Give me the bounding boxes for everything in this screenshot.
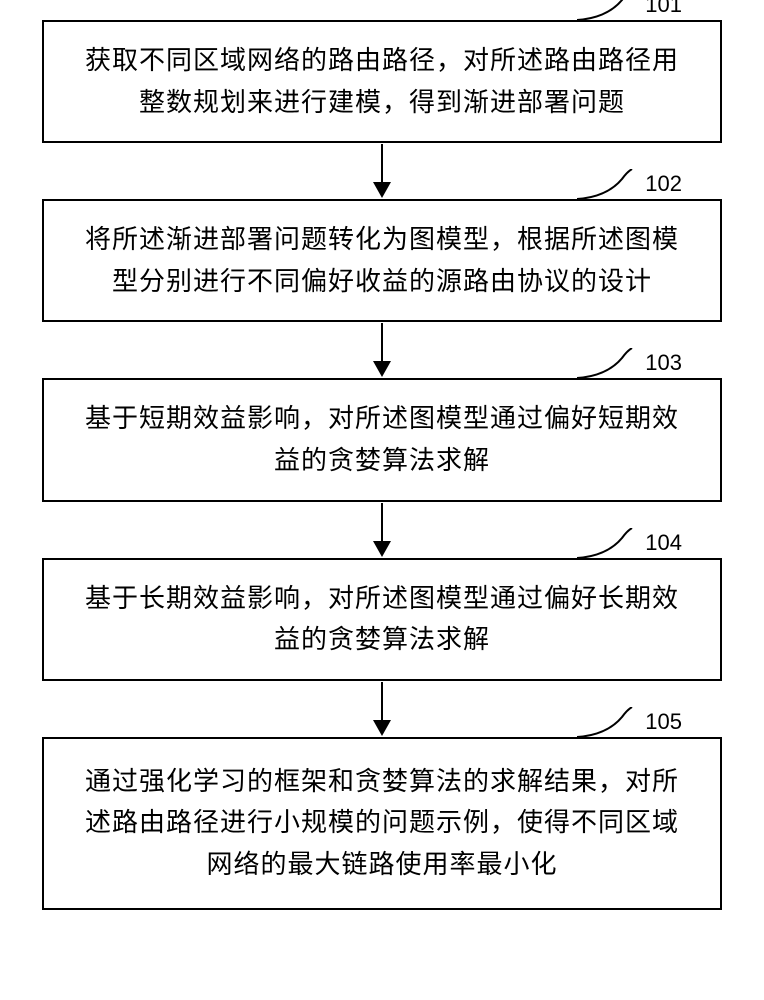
- step-102-connector: [577, 169, 647, 199]
- step-101-wrapper: 101 获取不同区域网络的路由路径，对所述路由路径用整数规划来进行建模，得到渐进…: [42, 20, 722, 143]
- step-105-text: 通过强化学习的框架和贪婪算法的求解结果，对所述路由路径进行小规模的问题示例，使得…: [74, 761, 690, 886]
- step-103-connector: [577, 348, 647, 378]
- step-103-box: 基于短期效益影响，对所述图模型通过偏好短期效益的贪婪算法求解: [42, 378, 722, 501]
- step-102-text: 将所述渐进部署问题转化为图模型，根据所述图模型分别进行不同偏好收益的源路由协议的…: [74, 219, 690, 302]
- step-103-wrapper: 103 基于短期效益影响，对所述图模型通过偏好短期效益的贪婪算法求解: [42, 378, 722, 501]
- arrow-3-4: [373, 502, 391, 558]
- step-104-connector: [577, 528, 647, 558]
- step-101-text: 获取不同区域网络的路由路径，对所述路由路径用整数规划来进行建模，得到渐进部署问题: [74, 40, 690, 123]
- step-105-connector: [577, 707, 647, 737]
- step-102-label: 102: [645, 171, 682, 197]
- step-102-wrapper: 102 将所述渐进部署问题转化为图模型，根据所述图模型分别进行不同偏好收益的源路…: [42, 199, 722, 322]
- step-104-text: 基于长期效益影响，对所述图模型通过偏好长期效益的贪婪算法求解: [74, 578, 690, 661]
- step-101-connector: [577, 0, 647, 20]
- step-103-label: 103: [645, 350, 682, 376]
- step-104-box: 基于长期效益影响，对所述图模型通过偏好长期效益的贪婪算法求解: [42, 558, 722, 681]
- step-101-label: 101: [645, 0, 682, 18]
- step-103-text: 基于短期效益影响，对所述图模型通过偏好短期效益的贪婪算法求解: [74, 398, 690, 481]
- arrow-1-2: [373, 143, 391, 199]
- step-105-label: 105: [645, 709, 682, 735]
- step-102-box: 将所述渐进部署问题转化为图模型，根据所述图模型分别进行不同偏好收益的源路由协议的…: [42, 199, 722, 322]
- step-105-box: 通过强化学习的框架和贪婪算法的求解结果，对所述路由路径进行小规模的问题示例，使得…: [42, 737, 722, 910]
- step-105-wrapper: 105 通过强化学习的框架和贪婪算法的求解结果，对所述路由路径进行小规模的问题示…: [42, 737, 722, 910]
- step-101-box: 获取不同区域网络的路由路径，对所述路由路径用整数规划来进行建模，得到渐进部署问题: [42, 20, 722, 143]
- flowchart-container: 101 获取不同区域网络的路由路径，对所述路由路径用整数规划来进行建模，得到渐进…: [30, 20, 734, 910]
- arrow-4-5: [373, 681, 391, 737]
- arrow-2-3: [373, 322, 391, 378]
- step-104-label: 104: [645, 530, 682, 556]
- step-104-wrapper: 104 基于长期效益影响，对所述图模型通过偏好长期效益的贪婪算法求解: [42, 558, 722, 681]
